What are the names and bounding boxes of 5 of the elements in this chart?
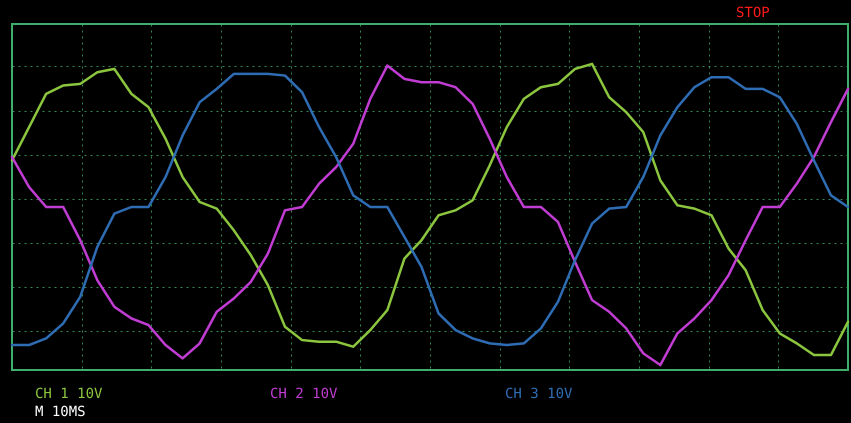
text: CH 3 10V <box>505 386 573 402</box>
text: STOP <box>736 5 770 21</box>
text: CH 2 10V <box>270 386 338 402</box>
text: M 10MS <box>35 404 86 420</box>
text: CH 1 10V <box>35 386 103 402</box>
